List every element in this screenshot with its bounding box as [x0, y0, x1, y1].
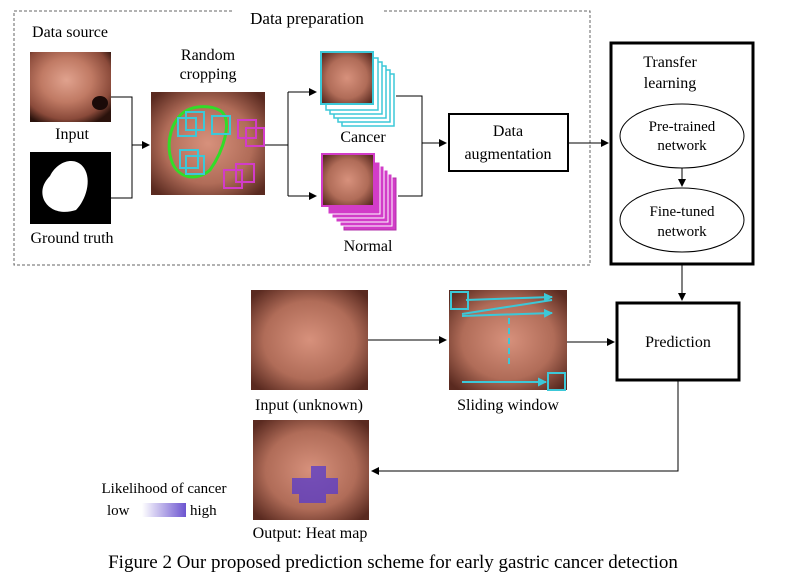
sliding-window-image [449, 290, 567, 391]
pretrained-label-2: network [657, 138, 707, 154]
likelihood-label: Likelihood of cancer [102, 481, 227, 497]
likelihood-high-label: high [190, 503, 217, 519]
finetuned-label-2: network [657, 224, 707, 240]
cancer-label: Cancer [340, 129, 386, 146]
input-unknown-label: Input (unknown) [255, 397, 363, 414]
figure-caption: Figure 2 Our proposed prediction scheme … [108, 552, 678, 573]
data-source-label: Data source [32, 24, 108, 41]
data-augmentation-label-2: augmentation [464, 146, 551, 163]
data-augmentation-box [448, 113, 569, 172]
random-cropping-label-2: cropping [180, 66, 237, 83]
cancer-patch-stack [320, 51, 395, 127]
input-unknown-image [251, 290, 368, 390]
transfer-learning-label-1: Transfer [643, 54, 697, 71]
sliding-window-label: Sliding window [457, 397, 559, 414]
pretrained-label-1: Pre-trained [649, 119, 716, 135]
ground-truth-image [30, 152, 111, 224]
transfer-learning-label-2: learning [644, 75, 696, 92]
output-label: Output: Heat map [253, 525, 368, 542]
likelihood-low-label: low [107, 503, 130, 519]
prediction-box [615, 301, 741, 382]
heat-map-output-image [253, 420, 369, 520]
normal-patch-stack [321, 153, 397, 231]
prediction-label: Prediction [645, 334, 711, 351]
data-augmentation-label-1: Data [493, 123, 523, 140]
input-image [30, 52, 111, 122]
random-cropping-label-1: Random [181, 47, 236, 64]
random-cropping-image [151, 92, 265, 195]
input-label: Input [55, 126, 89, 143]
ground-truth-label: Ground truth [30, 230, 113, 247]
likelihood-gradient-bar [142, 503, 186, 517]
finetuned-label-1: Fine-tuned [650, 204, 715, 220]
normal-label: Normal [344, 238, 393, 255]
data-preparation-title: Data preparation [250, 9, 364, 28]
finetuned-network-node [619, 187, 745, 253]
pretrained-network-node [619, 103, 745, 169]
